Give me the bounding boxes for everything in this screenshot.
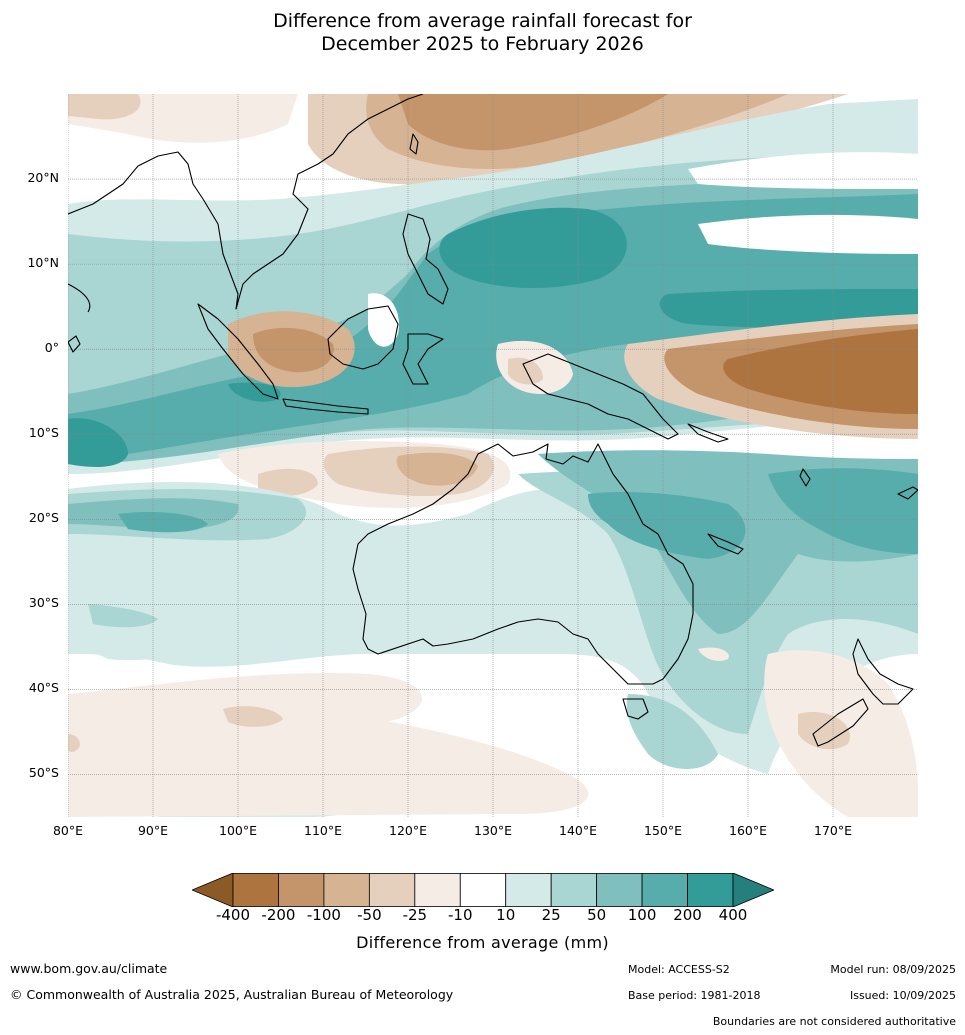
- colorbar-swatch: [550, 873, 598, 907]
- lat-label-20n: 20°N: [27, 170, 59, 185]
- title-line-2: December 2025 to February 2026: [321, 33, 644, 55]
- lon-label-90e: 90°E: [137, 823, 169, 838]
- lat-label-20s: 20°S: [28, 510, 59, 525]
- lon-label-160e: 160°E: [728, 823, 768, 838]
- lon-label-80e: 80°E: [52, 823, 84, 838]
- title-line-1: Difference from average rainfall forecas…: [273, 10, 692, 32]
- issued-date: Issued: 10/09/2025: [849, 989, 956, 1002]
- lon-label-130e: 130°E: [473, 823, 513, 838]
- lat-label-30s: 30°S: [28, 595, 59, 610]
- colorbar-tick-label: 200: [673, 906, 702, 924]
- colorbar-tick-label: -25: [402, 906, 428, 924]
- base-period: Base period: 1981-2018: [628, 989, 761, 1002]
- model-run-date: Model run: 08/09/2025: [830, 963, 956, 976]
- colorbar-swatch: [414, 873, 461, 907]
- colorbar-tick-label: -100: [306, 906, 341, 924]
- lat-label-0: 0°: [44, 340, 59, 355]
- lon-label-110e: 110°E: [303, 823, 343, 838]
- colorbar-swatches: [190, 872, 776, 908]
- colorbar-tick-label: 10: [496, 906, 516, 924]
- lat-label-50s: 50°S: [28, 765, 59, 780]
- neutral-band-pacific: [688, 152, 918, 254]
- colorbar-tick-label: -400: [215, 906, 251, 924]
- model-name: Model: ACCESS-S2: [628, 963, 730, 976]
- colorbar-tick-label: -10: [448, 906, 473, 924]
- colorbar-tick-label: -50: [357, 906, 382, 924]
- colorbar-swatch: [323, 873, 370, 907]
- colorbar-tick-label: -200: [261, 906, 296, 924]
- colorbar-label: Difference from average (mm): [356, 933, 609, 952]
- lat-label-10s: 10°S: [28, 425, 59, 440]
- colorbar-tick-label: 400: [718, 906, 748, 924]
- boundary-disclaimer: Boundaries are not considered authoritat…: [712, 1015, 956, 1028]
- colorbar-swatch: [641, 873, 688, 907]
- dry-anomaly-equatorial-pacific: [624, 314, 918, 439]
- colorbar-extend-high: [732, 872, 776, 908]
- lon-label-140e: 140°E: [558, 823, 598, 838]
- colorbar-tick-label: 25: [541, 906, 561, 924]
- colorbar-swatch: [368, 873, 416, 907]
- copyright-text: © Commonwealth of Australia 2025, Austra…: [10, 987, 454, 1002]
- lat-label-40s: 40°S: [28, 680, 59, 695]
- colorbar-swatch: [687, 873, 734, 907]
- colorbar-swatch: [232, 873, 279, 907]
- colorbar-tick-label: 50: [587, 906, 607, 924]
- coastlines: [68, 94, 918, 747]
- lon-label-170e: 170°E: [813, 823, 853, 838]
- lon-label-120e: 120°E: [388, 823, 428, 838]
- colorbar-swatch: [505, 873, 552, 907]
- chart-title: Difference from average rainfall forecas…: [0, 10, 965, 56]
- rainfall-map[interactable]: [68, 94, 918, 817]
- colorbar-swatch: [459, 873, 507, 907]
- map-canvas: [68, 94, 918, 817]
- website-link[interactable]: www.bom.gov.au/climate: [10, 961, 168, 976]
- colorbar-tick-label: 100: [627, 906, 657, 924]
- dry-anomaly-north: [68, 94, 848, 185]
- colorbar: [190, 872, 776, 908]
- colorbar-swatch: [596, 873, 643, 907]
- lon-label-150e: 150°E: [643, 823, 683, 838]
- colorbar-extend-low: [190, 872, 234, 908]
- lon-label-100e: 100°E: [218, 823, 258, 838]
- lat-label-10n: 10°N: [27, 255, 59, 270]
- colorbar-swatch: [278, 873, 325, 907]
